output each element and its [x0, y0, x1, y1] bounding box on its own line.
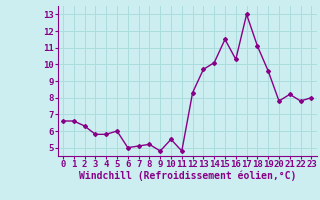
X-axis label: Windchill (Refroidissement éolien,°C): Windchill (Refroidissement éolien,°C) [78, 171, 296, 181]
